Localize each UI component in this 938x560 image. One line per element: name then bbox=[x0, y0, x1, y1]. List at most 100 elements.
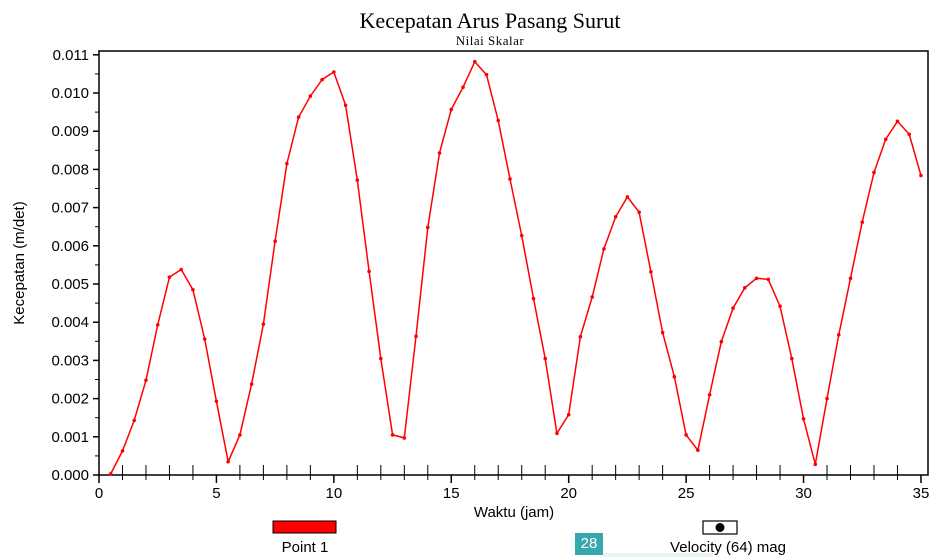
x-tick-label: 30 bbox=[795, 485, 812, 502]
data-point bbox=[202, 337, 207, 341]
data-point bbox=[496, 118, 501, 123]
data-point bbox=[144, 378, 148, 383]
data-point bbox=[766, 277, 771, 282]
data-point bbox=[191, 287, 195, 292]
data-point bbox=[578, 334, 583, 339]
data-point bbox=[343, 103, 348, 108]
legend: Point 1 Velocity (64) mag bbox=[272, 520, 786, 556]
data-point bbox=[895, 119, 900, 124]
data-point bbox=[637, 210, 641, 214]
badge-underline bbox=[603, 553, 713, 557]
data-point bbox=[296, 115, 301, 119]
x-tick-label: 5 bbox=[212, 485, 220, 502]
data-point bbox=[132, 418, 137, 423]
x-tick-label: 10 bbox=[326, 485, 343, 502]
data-point bbox=[613, 214, 618, 219]
data-point bbox=[743, 286, 747, 290]
data-point bbox=[167, 275, 172, 279]
data-point bbox=[660, 330, 665, 335]
y-tick-label: 0.010 bbox=[51, 85, 89, 102]
y-tick-label: 0.000 bbox=[51, 467, 89, 484]
data-point bbox=[754, 276, 759, 281]
data-point bbox=[461, 85, 465, 90]
y-tick-label: 0.004 bbox=[51, 314, 89, 331]
data-point bbox=[801, 417, 806, 421]
data-point bbox=[649, 269, 653, 274]
data-point bbox=[214, 399, 219, 404]
data-point bbox=[543, 356, 548, 361]
data-point bbox=[707, 392, 712, 397]
data-point bbox=[414, 334, 418, 339]
data-point bbox=[437, 151, 442, 155]
data-point bbox=[249, 382, 254, 386]
data-point bbox=[449, 107, 454, 112]
x-axis: 0 5 10 15 20 25 30 35 bbox=[95, 465, 929, 502]
y-tick-label: 0.003 bbox=[51, 352, 89, 369]
y-tick-label: 0.008 bbox=[51, 161, 89, 178]
y-tick-label: 0.006 bbox=[51, 238, 89, 255]
data-point bbox=[379, 356, 383, 361]
y-tick-label: 0.009 bbox=[51, 123, 89, 140]
data-point bbox=[789, 356, 794, 361]
legend-label-velocity: Velocity (64) mag bbox=[670, 539, 786, 556]
series-line-0 bbox=[110, 60, 922, 475]
data-point bbox=[602, 247, 606, 251]
data-point bbox=[731, 306, 735, 310]
data-point bbox=[625, 195, 630, 199]
data-point bbox=[355, 178, 360, 182]
y-tick-label: 0.001 bbox=[51, 429, 89, 446]
x-tick-label: 0 bbox=[95, 485, 103, 502]
data-point bbox=[261, 322, 266, 326]
chart-subtitle: Nilai Skalar bbox=[456, 33, 525, 48]
data-point bbox=[472, 59, 477, 64]
data-point bbox=[836, 333, 841, 337]
data-point bbox=[320, 77, 324, 82]
data-point bbox=[285, 161, 289, 166]
data-point bbox=[108, 472, 113, 476]
y-tick-label: 0.002 bbox=[51, 391, 89, 408]
data-point bbox=[883, 137, 888, 142]
data-point bbox=[508, 177, 512, 181]
legend-marker-icon bbox=[715, 523, 725, 532]
data-point bbox=[848, 276, 853, 281]
data-point bbox=[778, 304, 782, 308]
data-point bbox=[907, 132, 912, 137]
data-point bbox=[484, 72, 489, 77]
data-point bbox=[519, 233, 524, 238]
data-point bbox=[696, 448, 700, 452]
data-point bbox=[332, 70, 336, 74]
data-point bbox=[226, 459, 230, 464]
x-axis-label: Waktu (jam) bbox=[474, 504, 554, 521]
data-point bbox=[825, 396, 829, 401]
data-point bbox=[531, 296, 536, 301]
data-point bbox=[555, 431, 559, 436]
data-point bbox=[367, 269, 371, 274]
data-point bbox=[179, 267, 183, 272]
x-tick-label: 20 bbox=[560, 485, 577, 502]
data-point bbox=[684, 433, 688, 437]
data-point bbox=[425, 225, 430, 230]
x-tick-label: 35 bbox=[913, 485, 930, 502]
y-axis: 0.000 0.001 0.002 0.003 0.004 0.005 0.006 0.007… bbox=[51, 47, 99, 484]
data-point bbox=[590, 295, 594, 299]
data-point bbox=[860, 220, 865, 224]
data-point bbox=[719, 339, 724, 344]
plot-area-frame bbox=[98, 50, 929, 476]
x-tick-label: 15 bbox=[443, 485, 460, 502]
data-point bbox=[238, 433, 242, 437]
x-tick-label: 25 bbox=[678, 485, 695, 502]
data-point bbox=[872, 170, 876, 175]
data-point bbox=[273, 239, 277, 244]
chart-title: Kecepatan Arus Pasang Surut bbox=[360, 8, 621, 33]
legend-swatch-point-1 bbox=[272, 520, 337, 534]
data-point bbox=[120, 449, 125, 453]
data-point bbox=[919, 173, 923, 178]
y-tick-label: 0.007 bbox=[51, 200, 89, 217]
page-number-badge: 28 bbox=[575, 533, 603, 555]
y-axis-label: Kecepatan (m/det) bbox=[11, 201, 28, 324]
y-tick-label: 0.005 bbox=[51, 276, 89, 293]
y-tick-label: 0.011 bbox=[53, 47, 89, 64]
data-point bbox=[813, 462, 818, 467]
data-point bbox=[672, 375, 677, 379]
